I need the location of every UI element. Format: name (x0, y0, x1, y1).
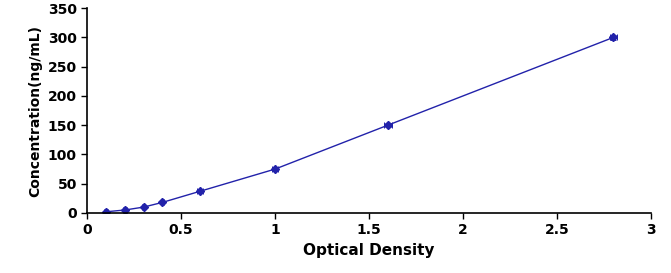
X-axis label: Optical Density: Optical Density (303, 243, 435, 258)
Y-axis label: Concentration(ng/mL): Concentration(ng/mL) (28, 25, 42, 197)
